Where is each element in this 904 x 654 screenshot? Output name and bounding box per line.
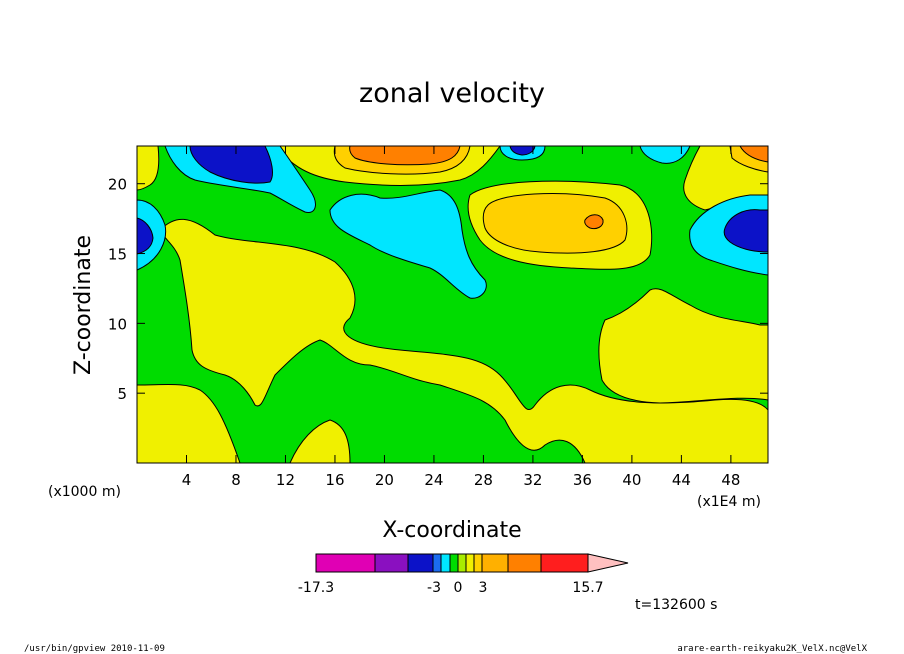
colorbar-segment xyxy=(540,553,589,573)
blue-region-right xyxy=(723,209,768,253)
contour-field xyxy=(137,146,768,463)
blue-region-top-center xyxy=(509,146,536,156)
yellow-region-main xyxy=(159,218,768,463)
x-tick-label: 24 xyxy=(424,471,443,489)
y-tick-label: 10 xyxy=(108,315,127,333)
colorbar-tick-neg3: -3 xyxy=(427,580,441,596)
yellow-region-lower-middle xyxy=(289,419,351,463)
colorbar-segment xyxy=(407,553,434,573)
plot-frame xyxy=(136,145,769,464)
x-axis: 4 8 12 16 20 24 28 32 36 40 44 48 xyxy=(182,146,740,489)
y-tick-label: 20 xyxy=(108,176,127,194)
yellow-region-top-left xyxy=(137,146,160,191)
yellow-region-lower-left xyxy=(137,383,241,463)
time-label: t=132600 s xyxy=(635,597,717,613)
chart-title: zonal velocity xyxy=(359,78,545,109)
y-axis-unit: (x1000 m) xyxy=(48,484,121,500)
colorbar-segment xyxy=(432,553,442,573)
colorbar-segment xyxy=(465,553,475,573)
colorbar-segment xyxy=(457,553,467,573)
blue-region-left xyxy=(137,217,154,255)
x-tick-label: 48 xyxy=(721,471,740,489)
x-tick-label: 16 xyxy=(325,471,344,489)
colorbar-segment xyxy=(374,553,409,573)
x-axis-title: X-coordinate xyxy=(382,518,521,543)
x-tick-label: 44 xyxy=(672,471,691,489)
x-tick-label: 12 xyxy=(276,471,295,489)
y-axis-title: Z-coordinate xyxy=(71,235,96,375)
y-tick-label: 5 xyxy=(117,385,127,403)
x-tick-label: 32 xyxy=(523,471,542,489)
colorbar-tick-pos3: 3 xyxy=(479,580,488,596)
x-tick-label: 40 xyxy=(622,471,641,489)
colorbar-tick-max: 15.7 xyxy=(572,580,603,596)
y-axis: 5 10 15 20 xyxy=(108,176,768,403)
colorbar-segment xyxy=(507,553,542,573)
cyan-region-top-right xyxy=(639,146,691,164)
colorbar-segment xyxy=(315,553,376,573)
x-tick-label: 4 xyxy=(182,471,192,489)
gold-region-upper-right xyxy=(482,193,628,254)
orange-region-top-middle xyxy=(349,146,461,166)
x-axis-unit: (x1E4 m) xyxy=(697,494,761,510)
footer-left: /usr/bin/gpview 2010-11-09 xyxy=(24,644,165,654)
x-tick-label: 8 xyxy=(231,471,241,489)
cyan-region-center xyxy=(329,189,487,299)
colorbar-segment xyxy=(440,553,451,573)
colorbar-extension-arrow xyxy=(587,553,629,573)
footer-right: arare-earth-reikyaku2K_VelX.nc@VelX xyxy=(677,644,867,654)
y-tick-label: 15 xyxy=(108,246,127,264)
orange-region-spot xyxy=(584,214,604,230)
x-tick-label: 20 xyxy=(375,471,394,489)
blue-region-top-left xyxy=(189,146,273,184)
colorbar-segment xyxy=(481,553,509,573)
colorbar-segment xyxy=(473,553,483,573)
x-tick-label: 28 xyxy=(474,471,493,489)
colorbar-tick-zero: 0 xyxy=(454,580,463,596)
colorbar-tick-min: -17.3 xyxy=(298,580,334,596)
x-tick-label: 36 xyxy=(573,471,592,489)
orange-region-top-right xyxy=(739,146,768,163)
colorbar xyxy=(315,553,629,573)
colorbar-segment xyxy=(449,553,459,573)
